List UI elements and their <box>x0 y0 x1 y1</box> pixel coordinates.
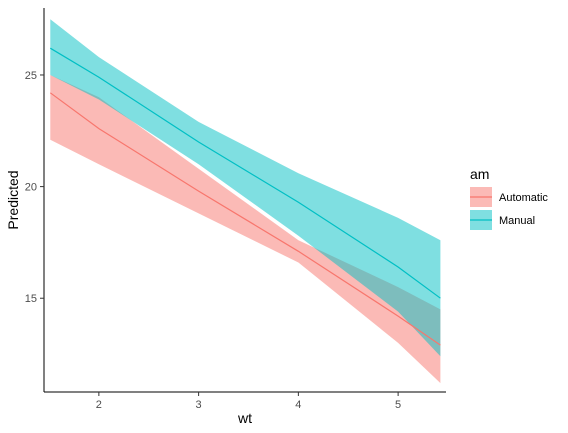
y-tick-label: 25 <box>25 70 37 82</box>
legend: am Automatic Manual <box>470 166 548 230</box>
y-axis-ticks: 15 20 25 <box>25 70 44 305</box>
x-tick-label: 4 <box>295 399 301 411</box>
x-tick-label: 5 <box>395 399 401 411</box>
series-lines <box>49 47 441 346</box>
y-tick-label: 15 <box>25 293 37 305</box>
legend-title: am <box>470 166 489 182</box>
series-line-automatic <box>49 92 441 346</box>
legend-items: Automatic Manual <box>470 187 548 230</box>
legend-label: Automatic <box>499 192 548 204</box>
series-line-manual <box>49 47 441 299</box>
legend-item-automatic: Automatic <box>470 187 548 207</box>
x-axis-title: wt <box>237 410 252 426</box>
x-tick-label: 2 <box>96 399 102 411</box>
confidence-band-manual <box>50 19 441 357</box>
y-tick-label: 20 <box>25 182 37 194</box>
confidence-bands <box>50 19 441 384</box>
y-axis-title: Predicted <box>5 170 21 229</box>
legend-label: Manual <box>499 215 535 227</box>
legend-item-manual: Manual <box>470 210 535 230</box>
confidence-band-automatic <box>50 75 441 384</box>
x-tick-label: 3 <box>196 399 202 411</box>
x-axis-ticks: 2 3 4 5 <box>96 392 401 411</box>
